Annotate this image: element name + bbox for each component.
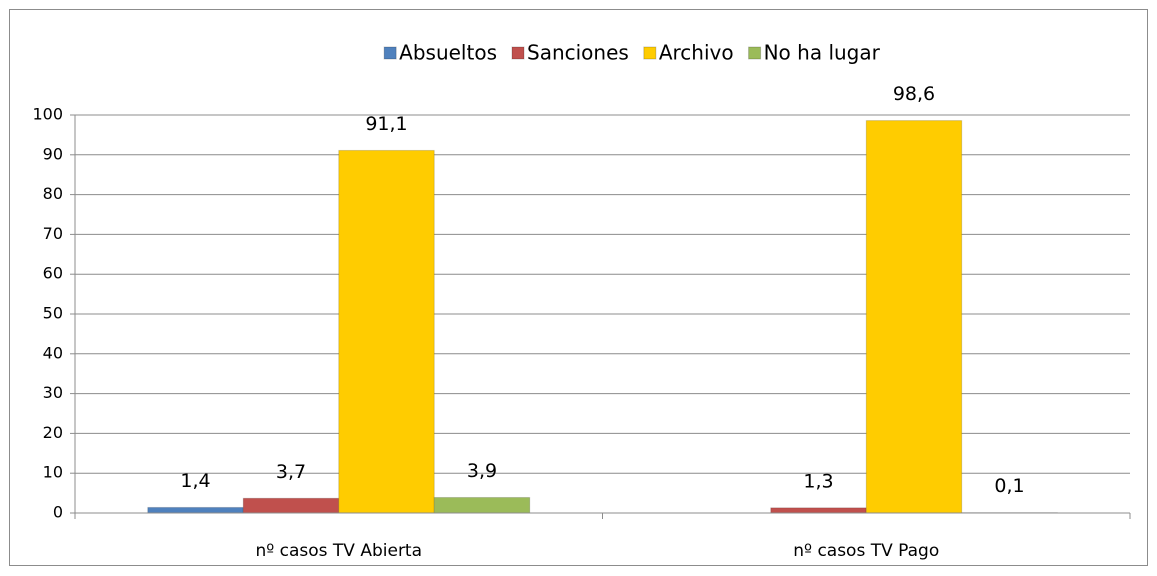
value-label: 91,1: [365, 113, 407, 135]
legend-swatch: [748, 46, 762, 60]
y-tick-label: 80: [43, 184, 63, 203]
bar: [147, 506, 244, 514]
y-tick-label: 50: [43, 304, 63, 323]
value-label: 98,6: [893, 83, 935, 105]
legend-label: Archivo: [659, 41, 734, 65]
y-tick-label: 30: [43, 383, 63, 402]
y-tick-label: 70: [43, 224, 63, 243]
bar: [865, 120, 963, 514]
x-tick-label: nº casos TV Abierta: [255, 541, 422, 561]
y-tick-label: 100: [32, 105, 63, 124]
value-label: 3,7: [276, 461, 306, 483]
bar: [242, 497, 340, 514]
bar: [770, 507, 867, 514]
y-tick-label: 60: [43, 264, 63, 283]
legend-swatch: [643, 46, 657, 60]
bar: [433, 496, 531, 514]
y-tick-label: 20: [43, 423, 63, 442]
value-label: 3,9: [467, 460, 497, 482]
x-tick-label: nº casos TV Pago: [793, 541, 939, 561]
value-label: 0,1: [994, 475, 1024, 497]
legend-label: No ha lugar: [764, 41, 881, 65]
value-label: 1,3: [803, 470, 833, 492]
legend-swatch: [511, 46, 525, 60]
y-tick-label: 40: [43, 343, 63, 362]
value-label: 1,4: [180, 470, 210, 492]
y-tick-label: 0: [53, 503, 63, 522]
legend-label: Sanciones: [527, 41, 629, 65]
legend-label: Absueltos: [399, 41, 497, 65]
y-tick-label: 90: [43, 144, 63, 163]
legend-swatch: [383, 46, 397, 60]
y-tick-label: 10: [43, 463, 63, 482]
bar: [338, 149, 435, 514]
